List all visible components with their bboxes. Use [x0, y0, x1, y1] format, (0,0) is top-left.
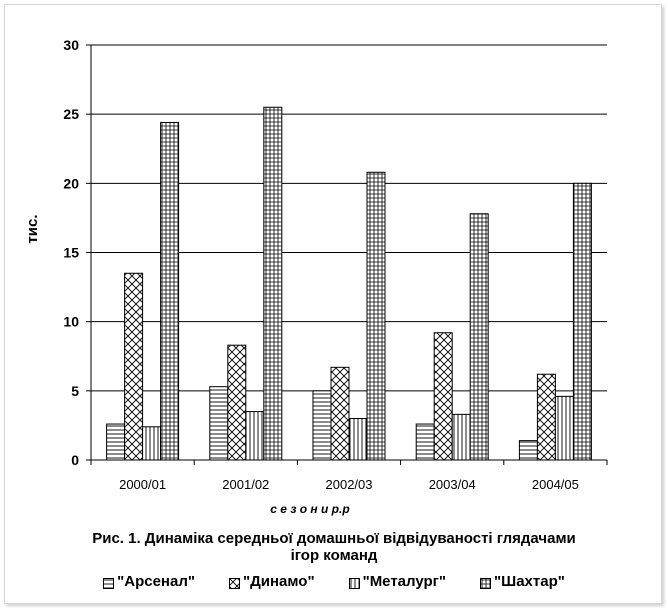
bar-hlines-2 [312, 390, 332, 461]
bar-vlines-0 [142, 426, 162, 461]
legend-label: "Арсенал" [117, 573, 195, 590]
bar-chart: 0 5 10 15 20 25 30 2000/01 2001/02 2002/03 2003/0… [24, 37, 608, 516]
x-tick-label: 2004/05 [532, 477, 579, 492]
bar-grid-3 [469, 213, 489, 461]
x-tick-label: 2000/01 [119, 477, 166, 492]
x-tick-label: 2003/04 [429, 477, 476, 492]
x-axis-ticks: 2000/01 2001/02 2002/03 2003/04 2004/05 [90, 460, 608, 492]
bar-hlines-0 [106, 423, 126, 461]
chart-frame [4, 4, 662, 604]
legend-item: "Динамо" [228, 573, 315, 590]
y-tick-label: 15 [63, 245, 79, 261]
y-tick-label: 0 [71, 452, 79, 468]
x-tick-label: 2001/02 [222, 477, 269, 492]
bar-vlines-1 [245, 411, 265, 461]
bar-grid-2 [366, 171, 386, 461]
bar-crosshatch-1 [227, 344, 247, 461]
x-tick-label: 2002/03 [326, 477, 373, 492]
bar-hlines-1 [209, 386, 229, 461]
bar-vlines-3 [451, 413, 471, 461]
legend-swatch-crosshatch [228, 576, 240, 589]
bar-crosshatch-4 [536, 373, 556, 461]
bar-vlines-2 [348, 418, 368, 461]
bar-vlines-4 [554, 395, 574, 461]
legend-label: "Металург" [362, 573, 447, 590]
chart-caption-line2: ігор команд [290, 547, 378, 564]
bar-hlines-3 [415, 423, 435, 461]
bar-hlines-4 [518, 440, 538, 461]
legend-swatch-grid [480, 576, 492, 589]
y-tick-label: 30 [63, 37, 79, 53]
bar-grid-4 [572, 182, 592, 461]
y-axis-ticks: 0 5 10 15 20 25 30 [63, 37, 91, 468]
bar-grid-0 [160, 121, 180, 461]
legend-item: "Шахтар" [480, 573, 565, 590]
y-tick-label: 25 [63, 106, 79, 122]
y-tick-label: 10 [63, 314, 79, 330]
chart-caption-line1: Рис. 1. Динаміка середньої домашньої від… [92, 530, 576, 547]
y-axis-label: тис. [24, 214, 41, 243]
legend-swatch-hlines [103, 576, 115, 589]
bar-grid-1 [263, 106, 283, 461]
legend-swatch-vlines [348, 576, 360, 589]
bars [106, 106, 592, 461]
x-axis-label: с е з о н и р.р [270, 502, 349, 516]
bar-crosshatch-0 [124, 272, 144, 461]
legend-label: "Динамо" [242, 573, 315, 590]
bar-crosshatch-2 [330, 366, 350, 461]
legend-item: "Металург" [348, 573, 447, 590]
legend: "Арсенал" "Динамо" "Металург" "Шахтар" [0, 573, 668, 590]
y-tick-label: 20 [63, 175, 79, 191]
legend-item: "Арсенал" [103, 573, 195, 590]
legend-label: "Шахтар" [494, 573, 565, 590]
y-tick-label: 5 [71, 383, 79, 399]
bar-crosshatch-3 [433, 332, 453, 461]
